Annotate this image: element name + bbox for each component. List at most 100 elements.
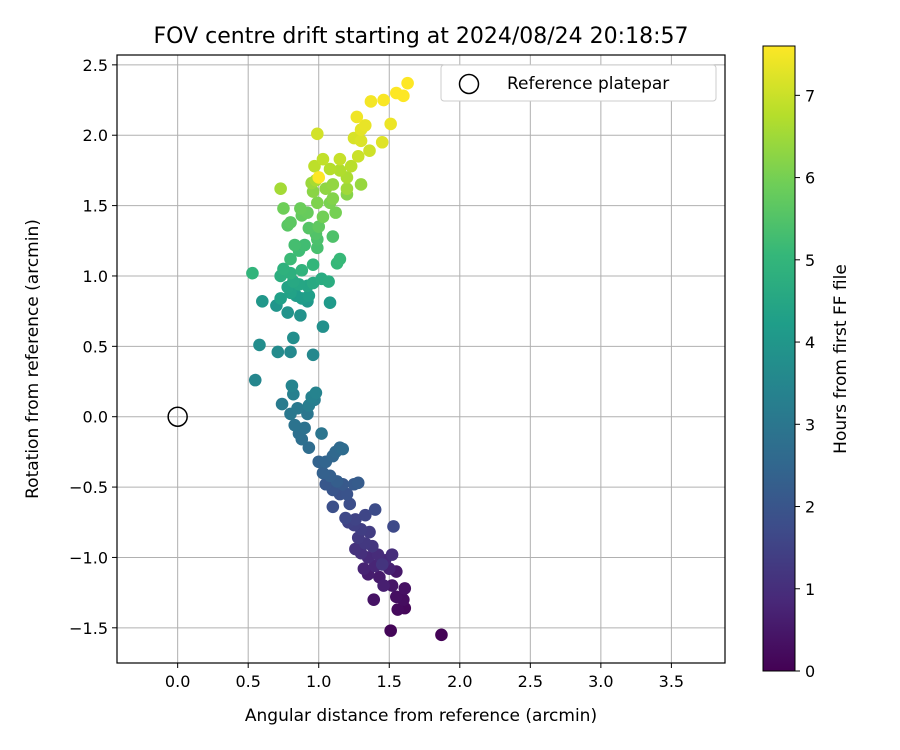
colorbar-tick-label: 0 <box>805 662 815 681</box>
scatter-point <box>390 590 403 604</box>
scatter-point <box>354 134 368 148</box>
scatter-point <box>326 178 340 191</box>
y-tick-label: 1.5 <box>83 197 108 216</box>
scatter-point <box>284 345 297 359</box>
scatter-point <box>246 266 259 280</box>
scatter-point <box>375 135 389 149</box>
scatter-point <box>387 520 400 533</box>
scatter-point <box>384 624 397 637</box>
scatter-point <box>339 511 352 525</box>
reference-platepar-marker <box>167 406 188 427</box>
scatter-point <box>398 582 412 595</box>
plot-frame <box>116 54 726 664</box>
colorbar: 0 1 2 3 4 5 6 7 Hours from first FF file <box>762 45 851 681</box>
scatter-point <box>271 345 285 359</box>
scatter-point <box>358 119 372 132</box>
scatter-point <box>333 252 347 266</box>
colorbar-ticks: 0 1 2 3 4 5 6 7 <box>795 86 815 681</box>
x-tick-label: 1.5 <box>377 672 402 691</box>
scatter-point <box>291 401 304 415</box>
scatter-point <box>377 579 390 592</box>
scatter-point <box>322 275 335 288</box>
y-tick-label: −0.5 <box>69 478 108 497</box>
scatter-point <box>363 144 376 158</box>
scatter-point <box>323 162 337 176</box>
scatter-point <box>435 628 448 642</box>
y-tick-label: 1.0 <box>83 267 108 286</box>
y-tick-label: 2.5 <box>83 56 108 75</box>
scatter-point <box>287 331 300 345</box>
x-tick-label: 2.0 <box>447 672 472 691</box>
scatter-point <box>277 262 290 276</box>
scatter-point <box>351 150 365 163</box>
scatter-point <box>315 427 328 440</box>
scatter-point <box>326 192 340 205</box>
colorbar-tick-label: 6 <box>805 169 815 188</box>
scatter-point <box>288 418 302 432</box>
scatter-point <box>323 296 337 310</box>
scatter-point <box>367 593 381 606</box>
y-tick-label: 0.5 <box>83 337 108 356</box>
colorbar-tick-label: 4 <box>805 333 815 352</box>
scatter-point <box>311 196 324 210</box>
scatter-point <box>311 127 324 141</box>
scatter-point <box>316 152 330 166</box>
scatter-point <box>255 294 269 308</box>
scatter-point <box>350 110 364 124</box>
scatter-point <box>377 93 390 107</box>
scatter-point <box>288 238 302 252</box>
scatter-point <box>333 164 347 177</box>
y-tick-label: −1.0 <box>69 548 108 567</box>
x-tick-label: 2.5 <box>518 672 543 691</box>
scatter-point <box>340 487 354 501</box>
colorbar-label: Hours from first FF file <box>831 264 851 454</box>
scatter-point <box>358 508 372 522</box>
colorbar-tick-label: 1 <box>805 580 815 599</box>
scatter-point <box>302 289 316 302</box>
scatter-point <box>357 562 371 576</box>
scatter-point <box>385 548 399 561</box>
legend-label-reference-platepar: Reference platepar <box>507 74 669 94</box>
scatter-point <box>294 202 307 215</box>
scatter-point <box>316 466 330 480</box>
scatter-point <box>401 76 414 90</box>
x-tick-label: 1.0 <box>306 672 331 691</box>
scatter-point <box>349 513 362 526</box>
scatter-point <box>281 306 294 319</box>
scatter-point <box>329 206 342 219</box>
scatter-point <box>277 202 290 215</box>
scatter-point <box>275 397 289 411</box>
colorbar-tick-label: 5 <box>805 251 815 270</box>
scatter-point <box>316 320 330 333</box>
scatter-point <box>302 221 316 235</box>
grid <box>117 55 725 663</box>
x-tick-label: 3.5 <box>659 672 684 691</box>
scatter-point <box>295 264 309 277</box>
colorbar-gradient <box>762 45 796 672</box>
scatter-point <box>298 238 311 252</box>
x-tick-label: 0.5 <box>235 672 260 691</box>
scatter-point <box>294 309 307 322</box>
x-tick-label: 0.0 <box>165 672 190 691</box>
scatter-point <box>351 476 365 490</box>
scatter-point <box>284 216 297 229</box>
scatter-point <box>375 558 389 571</box>
scatter-point <box>344 159 358 173</box>
legend: Reference platepar <box>440 64 717 102</box>
chart-title: FOV centre drift starting at 2024/08/24 … <box>154 24 689 49</box>
scatter-point <box>326 230 340 243</box>
y-tick-label: 2.0 <box>83 126 108 145</box>
scatter-point <box>336 442 350 456</box>
y-tick-label: 0.0 <box>83 408 108 427</box>
scatter-point <box>326 500 340 514</box>
y-axis-label: Rotation from reference (arcmin) <box>23 219 43 499</box>
scatter-point <box>384 117 397 131</box>
scatter-point <box>309 386 323 400</box>
scatter-point <box>316 210 330 224</box>
scatter-point <box>285 379 299 393</box>
scatter-point <box>397 89 410 103</box>
scatter-point <box>368 503 382 516</box>
scatter-point <box>274 292 287 305</box>
colorbar-tick-label: 2 <box>805 498 815 517</box>
